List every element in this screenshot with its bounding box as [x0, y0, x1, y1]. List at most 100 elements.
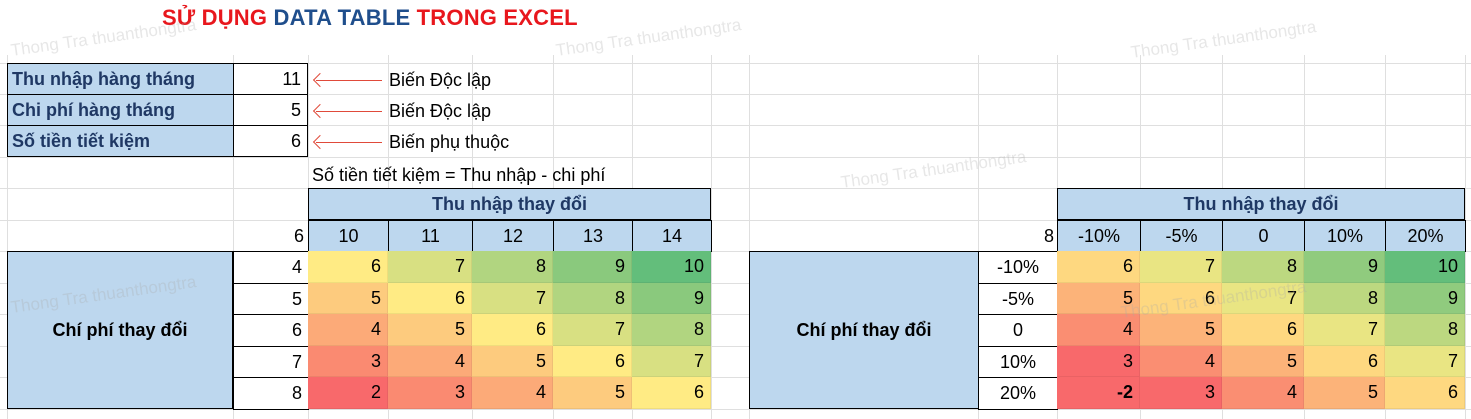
grid-line — [0, 314, 1471, 315]
expense-note: Biến Độc lập — [389, 100, 492, 121]
grid-line — [0, 346, 1471, 347]
table1-result-cell[interactable]: 6 — [472, 314, 553, 346]
table1-result-cell[interactable]: 3 — [308, 346, 388, 377]
table2-result-cell[interactable]: -2 — [1057, 377, 1140, 409]
table2-result-cell[interactable]: 6 — [1385, 377, 1465, 409]
table1-result-cell[interactable]: 8 — [553, 283, 632, 314]
savings-label: Số tiền tiết kiệm — [7, 125, 234, 157]
table2-result-cell[interactable]: 7 — [1140, 251, 1222, 283]
table1-result-cell[interactable]: 2 — [308, 377, 388, 409]
table1-result-cell[interactable]: 7 — [388, 251, 472, 283]
table2-result-cell[interactable]: 5 — [1222, 346, 1304, 377]
table1-row-header: 8 — [233, 377, 309, 410]
table1-result-cell[interactable]: 8 — [472, 251, 553, 283]
table2-result-cell[interactable]: 3 — [1057, 346, 1140, 377]
table2-header: Thu nhập thay đổi — [1057, 188, 1465, 220]
table2-result-cell[interactable]: 5 — [1304, 377, 1385, 409]
table1-result-cell[interactable]: 3 — [388, 377, 472, 409]
table1-side-label: Chí phí thay đổi — [7, 251, 233, 409]
table1-result-cell[interactable]: 7 — [472, 283, 553, 314]
table1-result-cell[interactable]: 7 — [553, 314, 632, 346]
table2-column-header: 0 — [1222, 220, 1305, 252]
income-value[interactable]: 11 — [233, 63, 308, 95]
table2-result-cell[interactable]: 7 — [1222, 283, 1304, 314]
table2-result-cell[interactable]: 8 — [1222, 251, 1304, 283]
grid-line — [0, 188, 1471, 189]
table2-result-cell[interactable]: 4 — [1057, 314, 1140, 346]
table2-result-cell[interactable]: 4 — [1222, 377, 1304, 409]
table2-result-cell[interactable]: 8 — [1385, 314, 1465, 346]
expense-label: Chi phí hàng tháng — [7, 94, 234, 126]
table2-row-header: -5% — [978, 283, 1058, 315]
table1-result-cell[interactable]: 5 — [472, 346, 553, 377]
table1-formula-cell[interactable]: 6 — [293, 225, 304, 246]
grid-line — [0, 125, 1471, 126]
table2-result-cell[interactable]: 9 — [1385, 283, 1465, 314]
table1-result-cell[interactable]: 6 — [632, 377, 711, 409]
table1-result-cell[interactable]: 6 — [308, 251, 388, 283]
table2-result-cell[interactable]: 3 — [1140, 377, 1222, 409]
table1-result-cell[interactable]: 10 — [632, 251, 711, 283]
table1-result-cell[interactable]: 5 — [388, 314, 472, 346]
savings-value[interactable]: 6 — [233, 125, 308, 157]
table2-formula-cell[interactable]: 8 — [1043, 225, 1054, 246]
table2-result-cell[interactable]: 5 — [1140, 314, 1222, 346]
table1-row-header: 4 — [233, 251, 309, 284]
table1-result-cell[interactable]: 4 — [388, 346, 472, 377]
table1-result-cell[interactable]: 5 — [553, 377, 632, 409]
title-part-3: TRONG EXCEL — [416, 5, 578, 30]
table2-result-cell[interactable]: 5 — [1057, 283, 1140, 314]
table1-result-cell[interactable]: 4 — [308, 314, 388, 346]
table2-row-header: -10% — [978, 251, 1058, 284]
income-note: Biến Độc lập — [389, 69, 492, 90]
formula-note: Số tiền tiết kiệm = Thu nhập - chi phí — [312, 164, 606, 185]
table1-result-cell[interactable]: 5 — [308, 283, 388, 314]
table1-result-cell[interactable]: 8 — [632, 314, 711, 346]
grid-line — [0, 409, 1471, 410]
grid-line — [749, 55, 750, 419]
watermark: Thong Tra thuanthongtra — [1129, 17, 1318, 62]
table1-column-header: 14 — [632, 220, 712, 252]
table2-column-header: -5% — [1140, 220, 1223, 252]
grid-line — [0, 251, 1471, 252]
table1-column-header: 11 — [388, 220, 473, 252]
grid-line — [7, 55, 8, 419]
table2-result-cell[interactable]: 6 — [1057, 251, 1140, 283]
table2-result-cell[interactable]: 7 — [1304, 314, 1385, 346]
grid-line — [978, 55, 979, 419]
table1-result-cell[interactable]: 4 — [472, 377, 553, 409]
arrow-icon — [316, 80, 382, 81]
expense-value[interactable]: 5 — [233, 94, 308, 126]
table2-result-cell[interactable]: 6 — [1222, 314, 1304, 346]
table1-column-header: 12 — [472, 220, 554, 252]
table2-result-cell[interactable]: 8 — [1304, 283, 1385, 314]
table1-column-header: 10 — [308, 220, 389, 252]
title-part-1: SỬ DỤNG — [162, 5, 274, 30]
table1-result-cell[interactable]: 7 — [632, 346, 711, 377]
table2-result-cell[interactable]: 4 — [1140, 346, 1222, 377]
grid-line — [0, 63, 1471, 64]
table2-result-cell[interactable]: 9 — [1304, 251, 1385, 283]
table1-result-cell[interactable]: 9 — [632, 283, 711, 314]
table1-result-cell[interactable]: 6 — [553, 346, 632, 377]
savings-note: Biến phụ thuộc — [389, 131, 510, 152]
grid-line — [0, 157, 1471, 158]
table2-result-cell[interactable]: 6 — [1304, 346, 1385, 377]
page-title: SỬ DỤNG DATA TABLE TRONG EXCEL — [162, 5, 578, 31]
title-part-2: DATA TABLE — [273, 5, 417, 30]
income-label: Thu nhập hàng tháng — [7, 63, 234, 95]
table1-row-header: 6 — [233, 314, 309, 347]
arrow-icon — [316, 111, 382, 112]
table2-result-cell[interactable]: 10 — [1385, 251, 1465, 283]
table2-result-cell[interactable]: 6 — [1140, 283, 1222, 314]
table2-side-label: Chí phí thay đổi — [749, 251, 979, 409]
grid-line — [233, 55, 234, 419]
table1-result-cell[interactable]: 6 — [388, 283, 472, 314]
table1-result-cell[interactable]: 9 — [553, 251, 632, 283]
table1-column-header: 13 — [553, 220, 633, 252]
table1-row-header: 5 — [233, 283, 309, 315]
table2-column-header: 10% — [1304, 220, 1386, 252]
grid-line — [0, 283, 1471, 284]
watermark: Thong Tra thuanthongtra — [839, 147, 1028, 192]
table2-result-cell[interactable]: 7 — [1385, 346, 1465, 377]
